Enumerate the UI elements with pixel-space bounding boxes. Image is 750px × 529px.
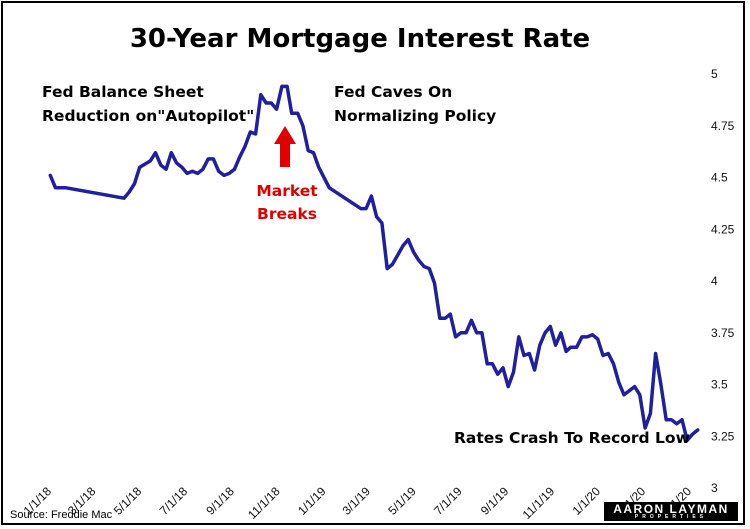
up-arrow-icon: [274, 126, 296, 167]
x-tick-label: 1/1/19: [295, 484, 329, 518]
annotation-rates-crash: Rates Crash To Record Low: [454, 429, 690, 447]
x-tick-label: 9/1/19: [478, 484, 512, 518]
y-tick-label: 4: [711, 274, 718, 288]
logo-line2: PROPERTIES: [634, 514, 708, 520]
y-tick-label: 3: [711, 481, 718, 495]
x-tick-label: 5/1/18: [111, 484, 145, 518]
y-tick-label: 4.5: [711, 171, 728, 185]
source-note: Source: Freddie Mac: [10, 509, 113, 521]
x-tick-label: 5/1/19: [385, 484, 419, 518]
aaron-layman-logo: AARON LAYMAN PROPERTIES: [604, 502, 738, 521]
y-tick-label: 3.75: [711, 326, 735, 340]
annotation-market-breaks: Market Breaks: [256, 126, 318, 223]
series-line-0: [48, 84, 700, 443]
y-tick-label: 3.5: [711, 378, 728, 392]
y-tick-label: 4.25: [711, 222, 735, 236]
annotation-fed-balance-sheet-line2: Reduction on"Autopilot": [42, 107, 254, 125]
x-axis: 1/1/18 3/1/18 5/1/18 7/1/18 9/1/18 11/1/18 1/1…: [21, 484, 695, 522]
annotation-rates-crash-line1: Rates Crash To Record Low: [454, 429, 690, 447]
x-tick-label: 7/1/18: [157, 484, 191, 518]
annotation-fed-caves-line2: Normalizing Policy: [334, 107, 496, 125]
x-tick-label: 7/1/19: [431, 484, 465, 518]
annotation-market-breaks-line1: Market: [256, 182, 318, 200]
series-group: [48, 84, 700, 443]
x-tick-label: 11/1/19: [520, 484, 558, 522]
annotation-fed-caves-line1: Fed Caves On: [334, 83, 452, 101]
y-axis: 5 4.75 4.5 4.25 4 3.75 3.5 3.25 3: [711, 67, 735, 495]
x-tick-label: 1/1/20: [570, 484, 604, 518]
annotation-market-breaks-line2: Breaks: [257, 205, 317, 223]
x-tick-label: 9/1/18: [203, 484, 237, 518]
annotation-fed-balance-sheet: Fed Balance Sheet Reduction on"Autopilot…: [42, 83, 254, 125]
y-tick-label: 5: [711, 67, 718, 81]
annotation-fed-balance-sheet-line1: Fed Balance Sheet: [42, 83, 204, 101]
x-tick-label: 11/1/18: [245, 484, 283, 522]
y-tick-label: 3.25: [711, 429, 735, 443]
x-tick-label: 3/1/19: [339, 484, 373, 518]
chart-title: 30-Year Mortgage Interest Rate: [130, 24, 590, 54]
annotation-fed-caves: Fed Caves On Normalizing Policy: [334, 83, 496, 125]
logo-line1: AARON LAYMAN: [613, 502, 729, 516]
y-tick-label: 4.75: [711, 119, 735, 133]
